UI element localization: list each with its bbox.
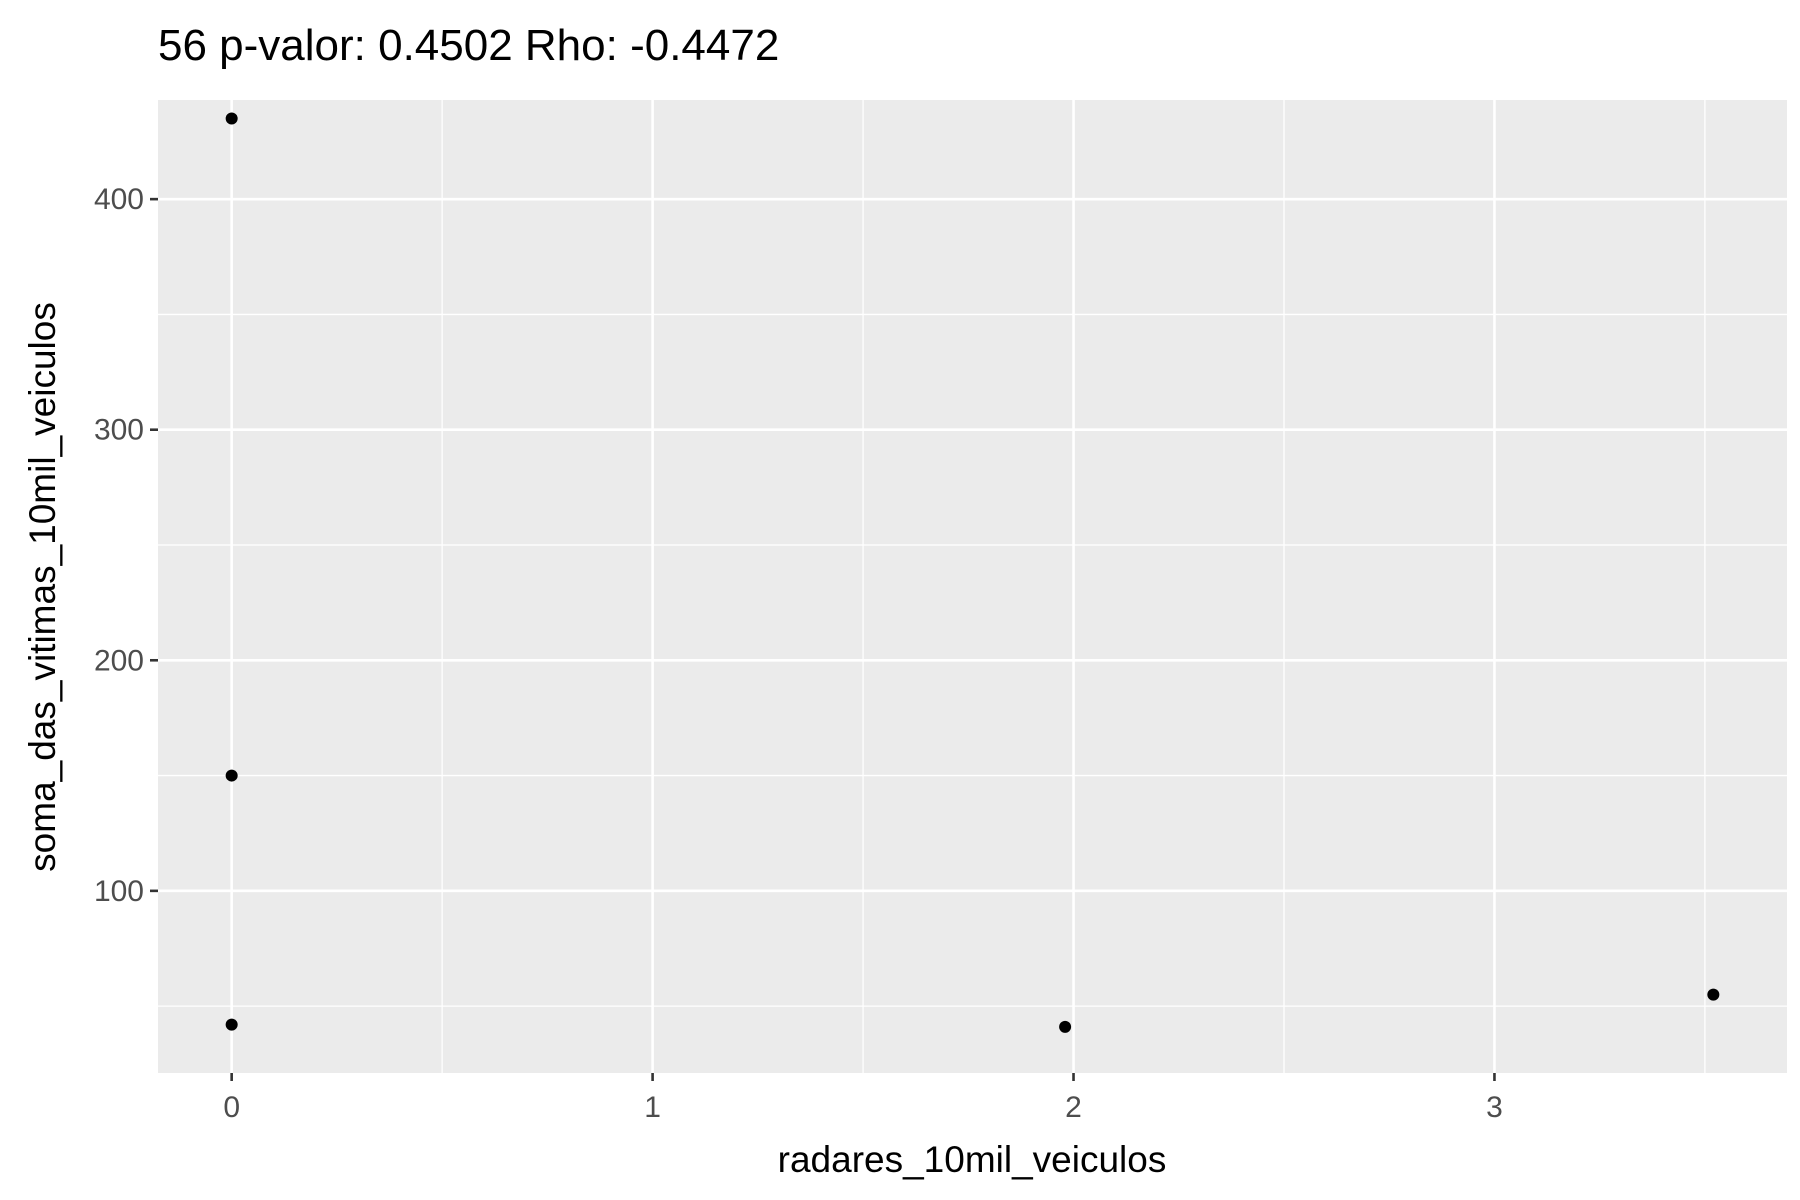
x-tick-label: 2 <box>1065 1091 1082 1124</box>
grid-lines <box>158 100 1787 1073</box>
x-tick-label: 1 <box>644 1091 661 1124</box>
y-tick-label: 300 <box>94 414 144 447</box>
plot-panel <box>158 100 1787 1073</box>
data-point <box>225 769 238 782</box>
data-point <box>1059 1020 1072 1033</box>
x-axis-title: radares_10mil_veiculos <box>778 1139 1167 1180</box>
y-axis-title: soma_das_vitimas_10mil_veiculos <box>22 302 63 872</box>
data-point <box>225 112 238 125</box>
y-tick-label: 200 <box>94 644 144 677</box>
y-tick-label: 400 <box>94 183 144 216</box>
data-point <box>225 1018 238 1031</box>
axis-ticks: 0 1 2 3 100 200 300 400 <box>94 183 1503 1124</box>
x-tick-label: 3 <box>1486 1091 1503 1124</box>
data-point <box>1707 988 1720 1001</box>
data-points <box>225 112 1720 1033</box>
y-tick-label: 100 <box>94 875 144 908</box>
chart-title: 56 p-valor: 0.4502 Rho: -0.4472 <box>158 21 779 70</box>
x-tick-label: 0 <box>223 1091 240 1124</box>
